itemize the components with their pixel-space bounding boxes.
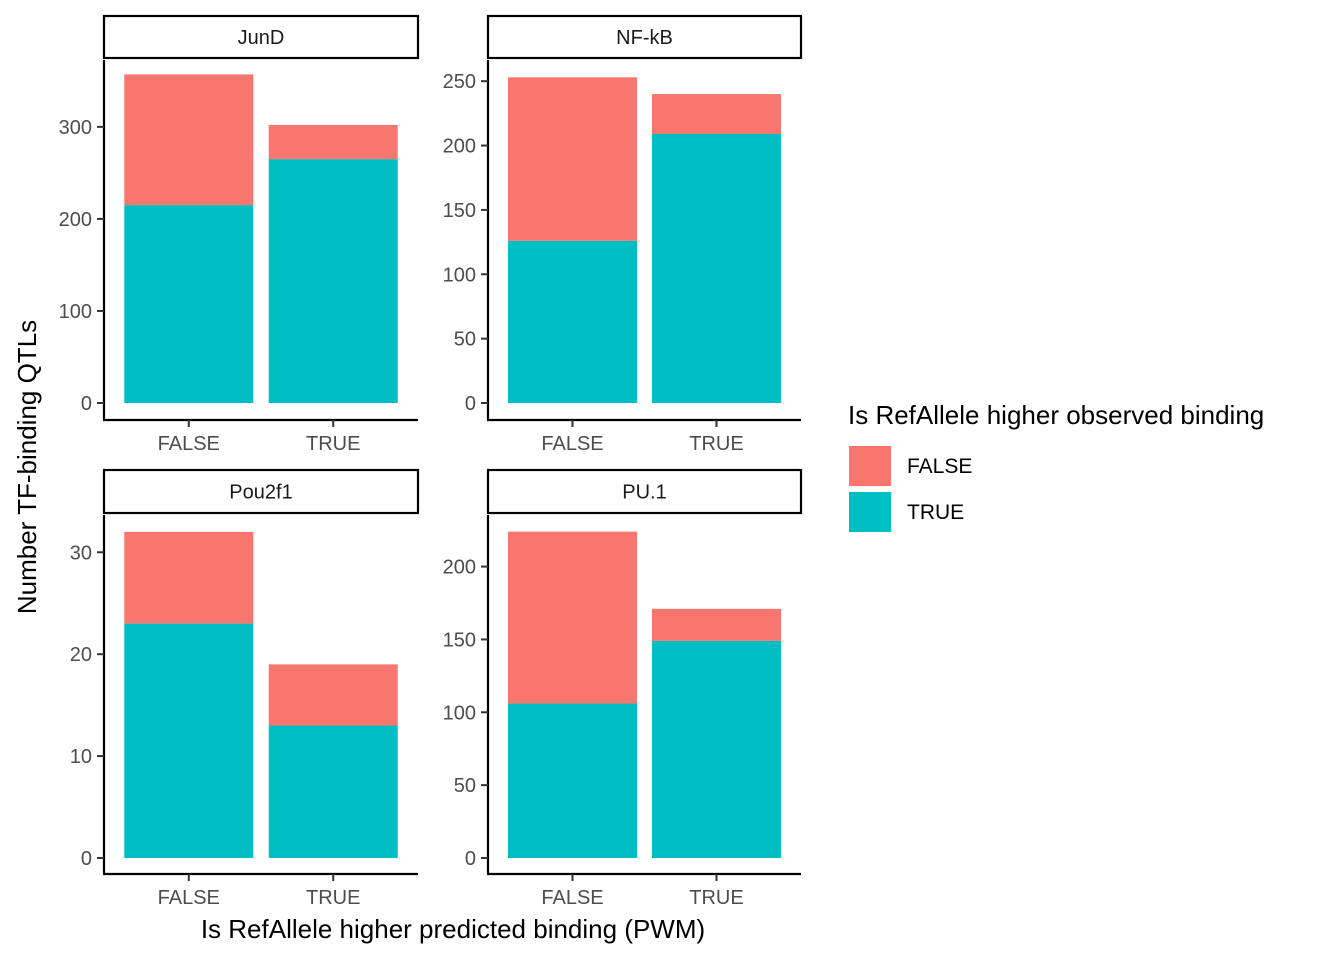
x-axis-title: Is RefAllele higher predicted binding (P…	[201, 914, 705, 944]
x-tick-label: FALSE	[541, 433, 603, 455]
bar-true-segment-false	[651, 94, 781, 134]
y-tick-label: 0	[81, 848, 92, 870]
panel-pou2f1: Pou2f1 0 10 20 30 FALSE TRUE	[70, 468, 420, 909]
y-tick-label: 100	[443, 702, 476, 724]
bar-false-segment-false	[508, 531, 638, 704]
legend-label-true: TRUE	[907, 501, 964, 524]
bar-true-segment-false	[268, 664, 398, 726]
x-tick-label: TRUE	[689, 887, 743, 909]
facet-strip-label: JunD	[238, 27, 285, 49]
y-tick-label: 200	[443, 557, 476, 579]
y-tick-label: 20	[70, 644, 92, 666]
legend-key-true	[849, 492, 891, 532]
y-tick-label: 0	[465, 848, 476, 870]
facet-strip	[486, 14, 803, 60]
legend-label-false: FALSE	[907, 455, 972, 478]
facet-strip-label: PU.1	[622, 482, 666, 504]
x-tick-label: TRUE	[689, 433, 743, 455]
x-tick-label: TRUE	[306, 887, 360, 909]
bar-false-segment-true	[508, 240, 638, 403]
y-tick-label: 10	[70, 746, 92, 768]
bar-false-segment-true	[508, 703, 638, 858]
bar-false-segment-true	[124, 205, 254, 403]
facet-strip	[102, 468, 420, 515]
y-tick-label: 150	[443, 629, 476, 651]
legend: Is RefAllele higher observed binding FAL…	[848, 400, 1264, 532]
x-tick-label: FALSE	[541, 887, 603, 909]
x-tick-label: TRUE	[306, 433, 360, 455]
y-tick-label: 0	[81, 393, 92, 415]
y-axis-title: Number TF-binding QTLs	[12, 320, 42, 614]
facet-strip-label: NF-kB	[616, 27, 673, 49]
bar-true-segment-false	[651, 608, 781, 641]
y-tick-label: 300	[59, 117, 92, 139]
y-tick-label: 50	[454, 329, 476, 351]
bar-false-segment-false	[124, 74, 254, 206]
bar-false-segment-false	[508, 77, 638, 241]
bar-true-segment-true	[268, 725, 398, 858]
facet-strip	[102, 14, 420, 60]
y-tick-label: 30	[70, 542, 92, 564]
facet-strip-label: Pou2f1	[229, 482, 292, 504]
bar-false-segment-true	[124, 623, 254, 858]
y-tick-label: 50	[454, 775, 476, 797]
panel-nf-kb: NF-kB 0 50 100 150 200 250 FALSE TRUE	[443, 14, 803, 455]
bar-true-segment-true	[651, 133, 781, 403]
y-tick-label: 100	[59, 301, 92, 323]
panel-pu-1: PU.1 0 50 100 150 200 FALSE TRUE	[443, 468, 803, 909]
panel-jund: JunD 0 100 200 300 FALSE TRUE	[59, 14, 420, 455]
y-tick-label: 200	[59, 209, 92, 231]
bar-true-segment-true	[268, 159, 398, 403]
y-tick-label: 150	[443, 200, 476, 222]
facet-strip	[486, 468, 803, 515]
y-tick-label: 100	[443, 264, 476, 286]
legend-key-false	[849, 446, 891, 486]
y-tick-label: 0	[465, 393, 476, 415]
y-tick-label: 200	[443, 136, 476, 158]
bar-true-segment-false	[268, 125, 398, 160]
bar-true-segment-true	[651, 640, 781, 858]
legend-title: Is RefAllele higher observed binding	[848, 400, 1264, 430]
x-tick-label: FALSE	[158, 887, 220, 909]
y-tick-label: 250	[443, 71, 476, 93]
x-tick-label: FALSE	[158, 433, 220, 455]
bar-false-segment-false	[124, 531, 254, 624]
